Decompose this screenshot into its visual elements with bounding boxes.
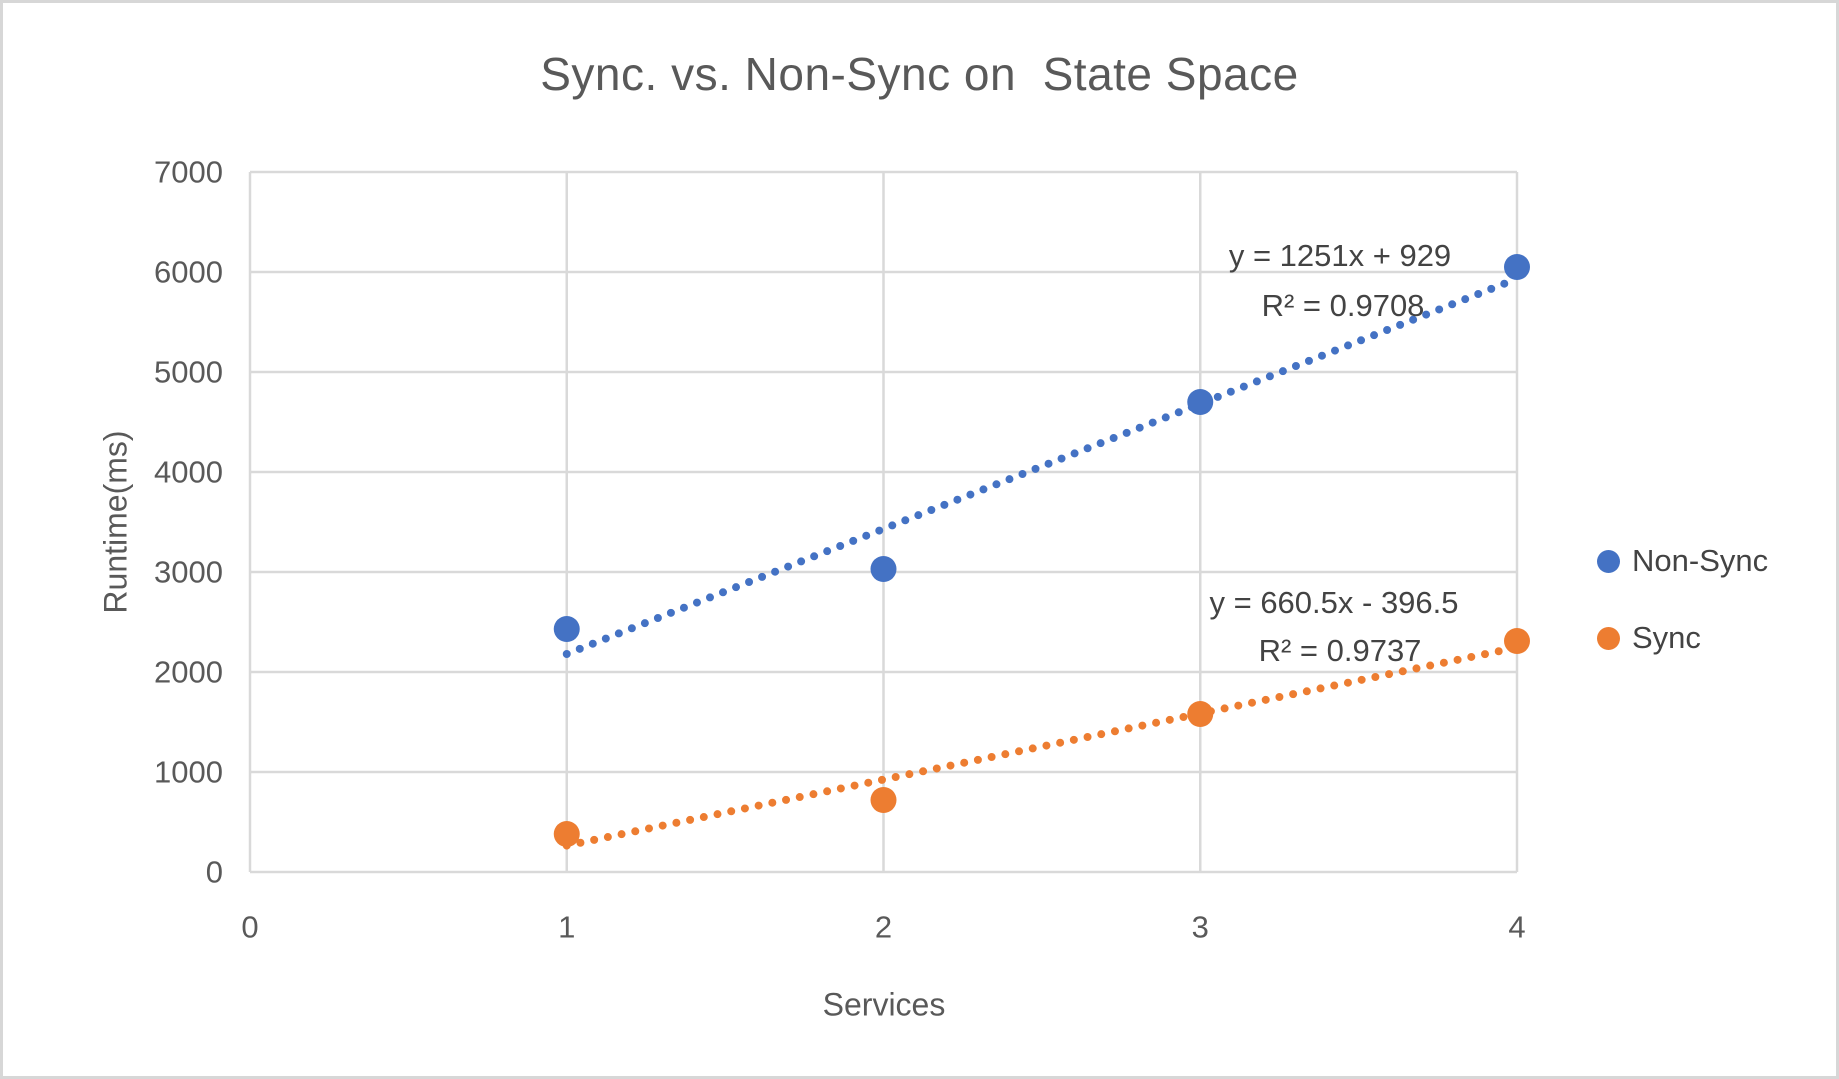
y-tick-label: 0 xyxy=(206,855,223,890)
legend-item-nonsync[interactable]: Non-Sync xyxy=(1597,543,1768,579)
y-tick-label: 3000 xyxy=(154,555,223,590)
x-tick-label: 1 xyxy=(558,910,575,945)
data-point-sync[interactable] xyxy=(870,787,897,813)
trendline-equation-sync: y = 660.5x - 396.5 xyxy=(1209,585,1459,620)
legend-marker-nonsync-icon xyxy=(1597,549,1620,573)
legend-marker-sync-icon xyxy=(1597,626,1620,650)
trendline-sync xyxy=(562,643,1521,850)
trendline-r2-nonsync: R² = 0.9708 xyxy=(1261,288,1425,323)
y-tick-label: 2000 xyxy=(154,655,223,690)
trendline-r2-sync: R² = 0.9737 xyxy=(1258,633,1422,668)
trendline-equation-nonsync: y = 1251x + 929 xyxy=(1228,238,1452,273)
data-point-non-sync[interactable] xyxy=(1504,254,1530,280)
data-point-sync[interactable] xyxy=(1504,628,1530,654)
legend-label-nonsync: Non-Sync xyxy=(1632,543,1769,578)
data-point-sync[interactable] xyxy=(553,821,580,847)
y-tick-label: 7000 xyxy=(154,155,223,190)
legend-item-sync[interactable]: Sync xyxy=(1597,620,1701,656)
x-tick-label: 3 xyxy=(1192,910,1209,945)
y-tick-label: 1000 xyxy=(154,755,223,790)
y-tick-label: 6000 xyxy=(154,255,223,290)
data-point-non-sync[interactable] xyxy=(870,556,897,582)
scatter-chart: 0 1000 2000 3000 4000 5000 6000 7000 0 1 2 3 4 xyxy=(154,155,1530,945)
x-axis-title: Services xyxy=(822,986,946,1023)
x-tick-label: 2 xyxy=(875,910,892,945)
chart-title: Sync. vs. Non-Sync on State Space xyxy=(540,48,1299,100)
y-tick-label: 4000 xyxy=(154,455,223,490)
legend-label-sync: Sync xyxy=(1632,620,1701,655)
data-point-non-sync[interactable] xyxy=(553,616,580,642)
y-tick-label: 5000 xyxy=(154,355,223,390)
trendline-non-sync xyxy=(562,274,1521,658)
data-point-sync[interactable] xyxy=(1187,701,1214,727)
x-tick-label: 4 xyxy=(1508,910,1525,945)
data-point-non-sync[interactable] xyxy=(1187,389,1214,415)
x-tick-label: 0 xyxy=(241,910,258,945)
y-axis-title: Runtime(ms) xyxy=(97,430,134,614)
